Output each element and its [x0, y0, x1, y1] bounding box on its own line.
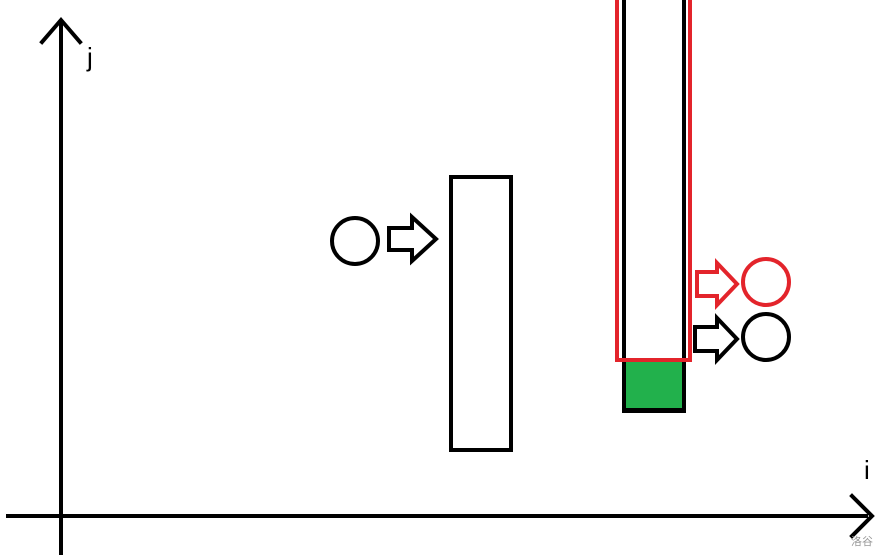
right-arrow-icon	[387, 212, 439, 266]
y-axis	[39, 16, 83, 555]
right-arrow-icon	[695, 258, 740, 310]
x-axis	[6, 493, 875, 539]
y-axis-arrowhead	[39, 16, 83, 45]
y-axis-label: j	[86, 42, 93, 72]
x-axis-arrowhead	[849, 493, 875, 539]
highlight-column-outline	[615, 0, 692, 362]
left-column-rectangle	[449, 175, 513, 452]
right-column-rectangle	[622, 0, 686, 413]
circle-icon	[741, 257, 791, 307]
x-axis-label: i	[864, 455, 870, 485]
circle-icon	[741, 312, 791, 362]
filled-green-cell	[622, 358, 686, 412]
watermark: 洛谷	[851, 534, 873, 548]
right-arrow-icon	[693, 313, 740, 365]
circle-icon	[330, 216, 380, 266]
